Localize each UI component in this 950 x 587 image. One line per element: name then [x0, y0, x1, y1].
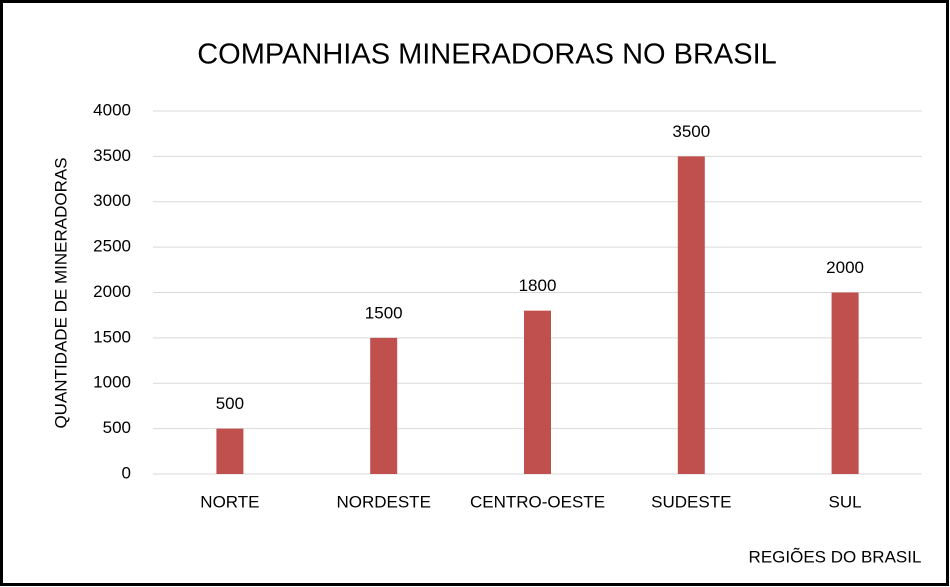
- bar: [524, 310, 551, 474]
- bar: [216, 428, 244, 474]
- y-tick-label: 3000: [93, 191, 131, 210]
- bar: [677, 156, 705, 474]
- data-label: 2000: [826, 258, 864, 277]
- data-label: 500: [216, 394, 244, 413]
- y-tick-label: 500: [103, 418, 131, 437]
- y-tick-label: 4000: [93, 100, 131, 119]
- bar: [831, 292, 859, 474]
- data-label: 1500: [365, 303, 403, 322]
- y-tick-label: 3500: [93, 146, 131, 165]
- y-tick-label: 2500: [93, 237, 131, 256]
- y-tick-label: 1000: [93, 373, 131, 392]
- bar: [370, 337, 398, 474]
- x-tick-label: SUL: [829, 492, 862, 511]
- x-axis-label: REGIÕES DO BRASIL: [749, 547, 922, 566]
- x-tick-label: CENTRO-OESTE: [470, 492, 605, 511]
- data-label: 3500: [672, 122, 710, 141]
- y-tick-label: 1500: [93, 327, 131, 346]
- x-tick-label: SUDESTE: [651, 492, 731, 511]
- y-tick-label: 0: [122, 463, 131, 482]
- data-label: 1800: [519, 276, 557, 295]
- x-tick-label: NORDESTE: [336, 492, 430, 511]
- y-tick-label: 2000: [93, 282, 131, 301]
- chart-title: COMPANHIAS MINERADORAS NO BRASIL: [197, 39, 777, 71]
- x-tick-label: NORTE: [200, 492, 259, 511]
- y-axis-label: QUANTIDADE DE MINERADORAS: [51, 157, 70, 428]
